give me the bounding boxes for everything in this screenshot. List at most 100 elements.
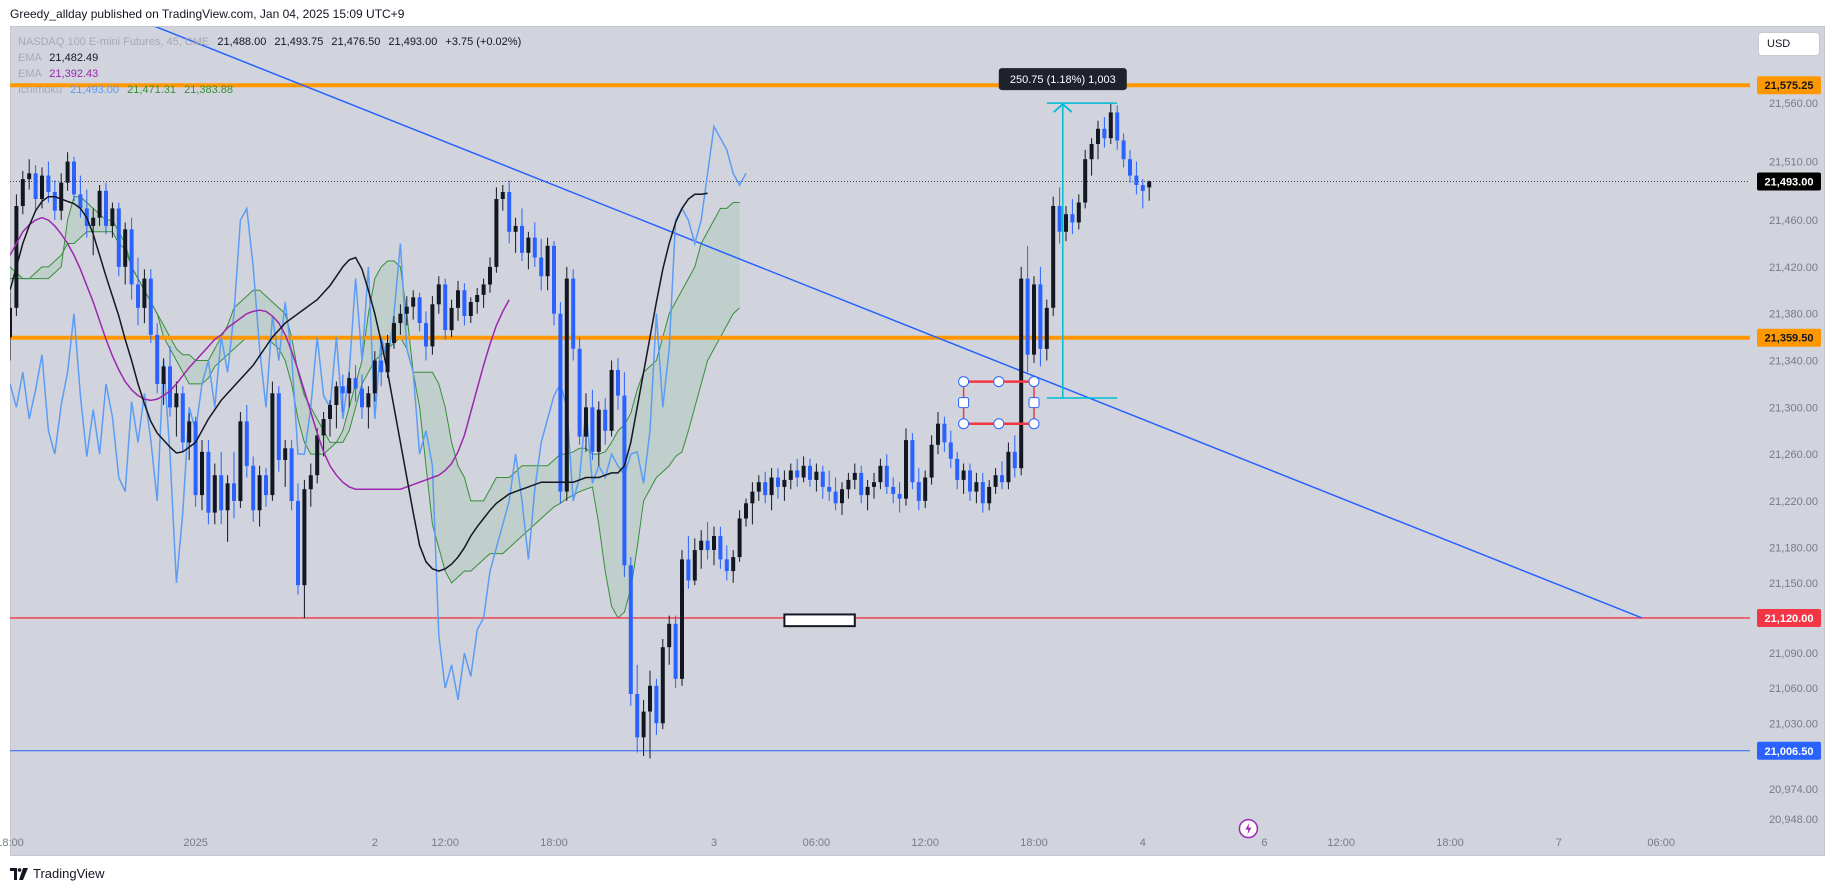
y-axis-tick-label: 21,560.00 [1769, 98, 1818, 110]
candle-body [539, 257, 544, 277]
measure-label: 250.75 (1.18%) 1,003 [1010, 74, 1116, 86]
candle-body [462, 290, 467, 316]
candle-body [987, 486, 992, 504]
candle-body [622, 395, 627, 566]
candle-body [1083, 159, 1088, 203]
candle-body [673, 623, 678, 679]
candle-body [1057, 206, 1062, 232]
price-badge [1757, 172, 1821, 191]
currency-button[interactable]: USD [1758, 32, 1820, 56]
chart-pane[interactable] [10, 26, 1825, 856]
drag-handle [1028, 376, 1040, 388]
candle-body [820, 471, 825, 487]
candle-body [1051, 206, 1056, 308]
x-axis-tick-label: 18:00 [1020, 837, 1048, 849]
candle-body [680, 559, 684, 679]
candle-body [340, 386, 345, 394]
candle-body [168, 366, 172, 408]
candle-body [398, 313, 403, 324]
candle-body [212, 475, 217, 513]
drag-handle [1028, 397, 1040, 409]
candle-body [833, 491, 838, 504]
candle-body [129, 229, 134, 285]
candle-body [929, 444, 934, 478]
candle-body [1102, 128, 1107, 139]
candle-body [750, 491, 755, 504]
candle-body [603, 409, 608, 431]
candle-body [660, 647, 665, 724]
candle-body [187, 421, 192, 443]
drag-handle [958, 397, 970, 409]
candle-body [1096, 128, 1100, 144]
price-badge [1757, 76, 1821, 95]
lightning-bolt [1245, 822, 1252, 835]
candle-body [731, 557, 736, 572]
candle-body [769, 477, 774, 496]
candle-body [865, 486, 870, 496]
y-axis-tick-label: 21,300.00 [1769, 402, 1818, 414]
candle-body [686, 559, 691, 581]
candle-body [718, 536, 723, 560]
candle-body [897, 493, 902, 499]
candle-body [840, 489, 844, 504]
candle-body [507, 192, 512, 232]
candle-body [430, 304, 435, 347]
candle-body [321, 419, 326, 436]
candle-body [942, 423, 947, 443]
candle-body [980, 482, 985, 504]
candle-body [232, 483, 236, 501]
candle-body [667, 623, 672, 648]
candle-body [104, 190, 108, 226]
candle-body [276, 393, 281, 460]
price-badge-label: 21,006.50 [1765, 746, 1814, 758]
candle-body [110, 208, 115, 226]
measure-label-bg [998, 68, 1127, 91]
price-badge [1757, 741, 1821, 760]
candle-body [161, 366, 166, 384]
candle-body [424, 323, 428, 347]
candle-body [1121, 140, 1126, 160]
candle-body [596, 409, 601, 452]
candle-body [852, 472, 857, 480]
candle-body [174, 393, 179, 408]
candle-body [641, 711, 646, 738]
candle-body [526, 237, 531, 253]
candle-body [1076, 202, 1081, 223]
ema-slow-line [10, 216, 510, 490]
candle-body [65, 161, 70, 183]
candle-body [481, 284, 486, 295]
candle-body [1147, 181, 1152, 188]
candle-body [872, 482, 876, 487]
price-badge-label: 21,575.25 [1765, 80, 1814, 92]
candle-body [14, 206, 19, 308]
candle-body [520, 225, 524, 253]
published-by-label: Greedy_allday published on TradingView.c… [10, 7, 405, 21]
drag-handle [993, 418, 1005, 430]
measure-arrow-head [1053, 102, 1073, 113]
x-axis-tick-label: 3 [711, 837, 717, 849]
candle-body [795, 470, 800, 478]
candle-body [78, 194, 83, 209]
candle-body [411, 297, 416, 307]
candle-body [392, 323, 396, 343]
y-axis-tick-label: 21,150.00 [1769, 578, 1818, 590]
candle-body [552, 245, 556, 314]
candle-body [705, 540, 710, 551]
tradingview-logo[interactable]: TradingView [10, 866, 105, 881]
candle-body [712, 536, 716, 550]
y-axis-tick-label: 21,510.00 [1769, 157, 1818, 169]
x-axis-tick-label: 4 [1140, 837, 1146, 849]
candle-body [72, 161, 76, 195]
candle-body [955, 458, 960, 480]
candle-body [859, 472, 864, 496]
candle-body [46, 175, 51, 192]
candle-body [27, 173, 32, 180]
x-axis-tick-label: 06:00 [1647, 837, 1675, 849]
candle-body [289, 448, 294, 501]
candle-body [353, 378, 358, 389]
candle-body [814, 471, 819, 480]
candle-body [264, 475, 268, 496]
candle-body [827, 486, 832, 492]
y-axis-tick-label: 21,090.00 [1769, 648, 1818, 660]
